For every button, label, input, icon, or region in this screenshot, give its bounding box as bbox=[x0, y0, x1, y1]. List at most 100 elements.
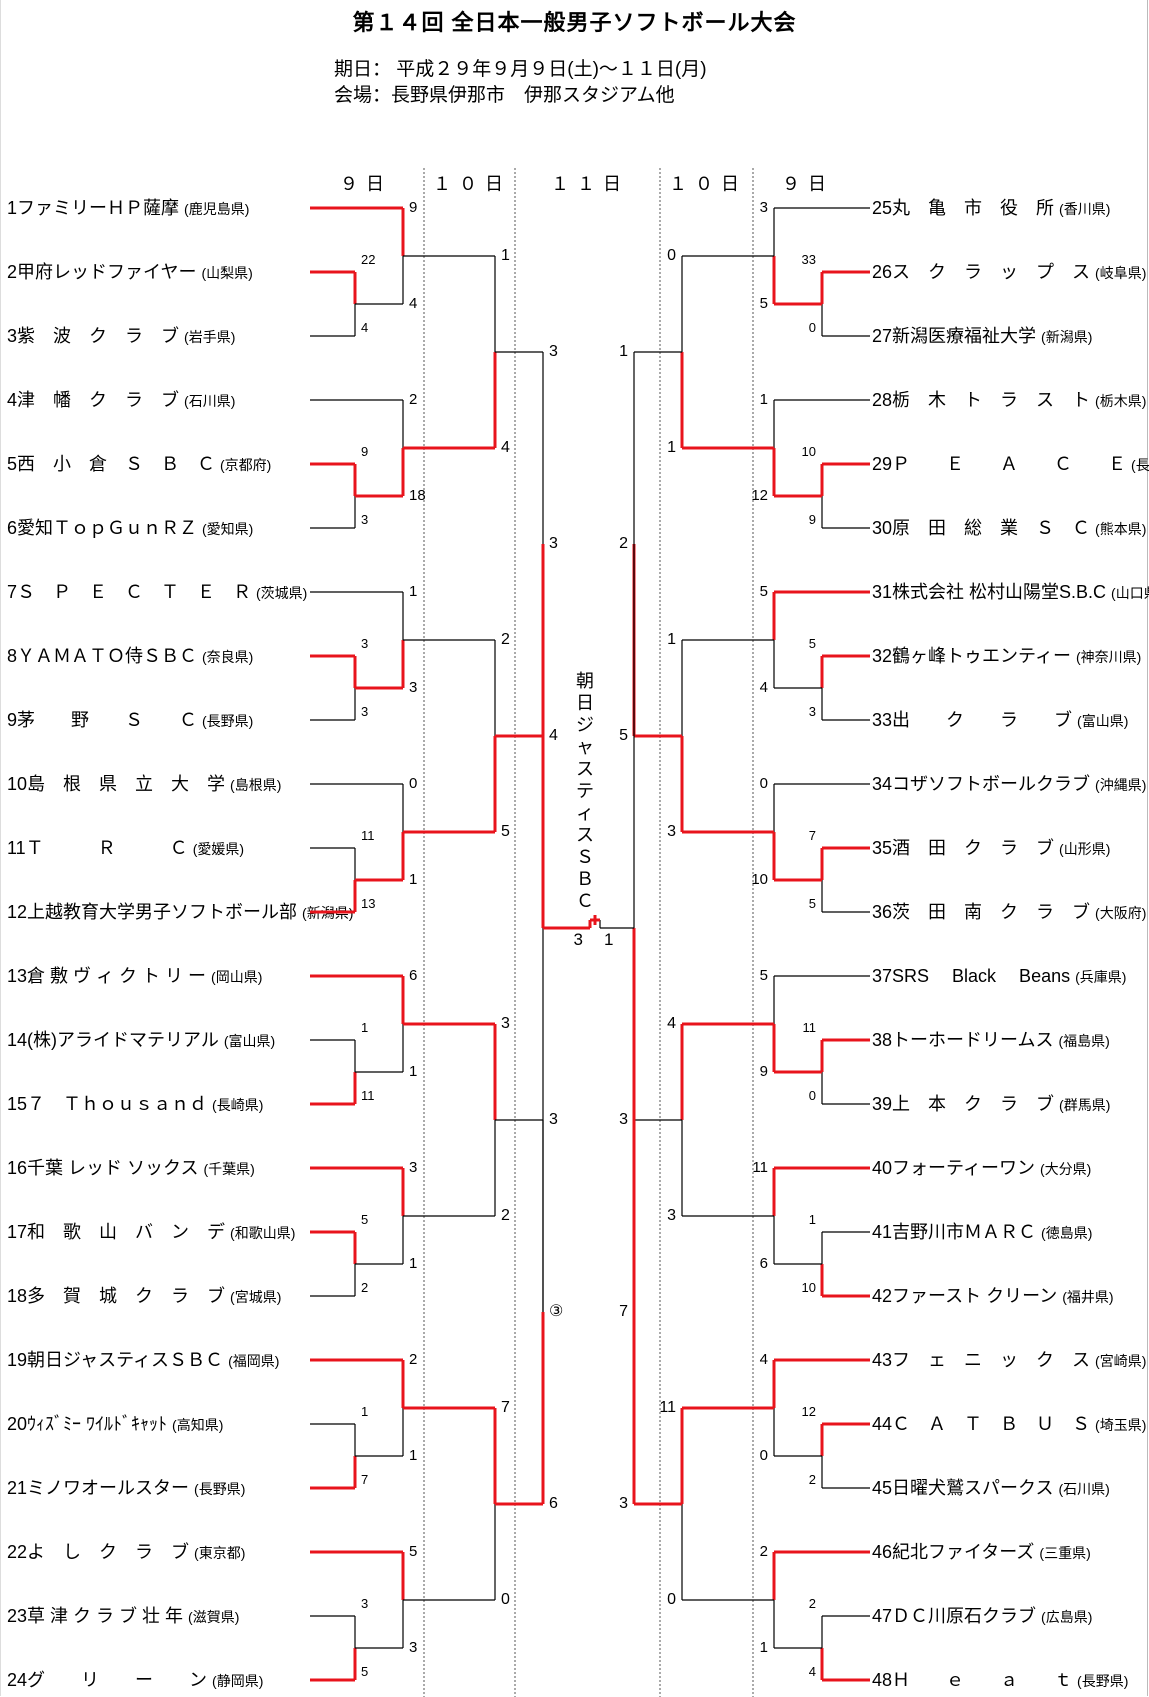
team-entry: 29 Ｐ Ｅ Ａ Ｃ Ｅ (長野県) bbox=[872, 451, 1149, 477]
team-entry: 19 朝日ジャスティスＳＢＣ (福岡県) bbox=[7, 1347, 279, 1373]
team-prefecture: (宮崎県) bbox=[1095, 1353, 1147, 1369]
score-r2: 3 bbox=[760, 199, 768, 216]
score-r2: 1 bbox=[409, 1063, 417, 1080]
team-name: 千葉 レッド ソックス bbox=[27, 1158, 204, 1178]
score-r2: 18 bbox=[409, 487, 426, 504]
team-name: 多 賀 城 ク ラ ブ bbox=[27, 1286, 231, 1306]
team-number: 46 bbox=[872, 1542, 893, 1562]
team-number: 19 bbox=[7, 1350, 28, 1370]
score-r1: 5 bbox=[809, 636, 816, 651]
team-entry: 44 Ｃ Ａ Ｔ Ｂ Ｕ Ｓ (埼玉県) bbox=[872, 1411, 1146, 1437]
score-r1: 10 bbox=[802, 444, 816, 459]
score-r2: 5 bbox=[760, 295, 768, 312]
score-r2: 5 bbox=[409, 1543, 417, 1560]
score-r2: 3 bbox=[409, 1159, 417, 1176]
team-prefecture: (山形県) bbox=[1059, 841, 1111, 857]
team-number: 38 bbox=[872, 1030, 893, 1050]
team-number: 45 bbox=[872, 1478, 893, 1498]
team-entry: 14 (株)アライドマテリアル (富山県) bbox=[7, 1027, 275, 1053]
score-r2: 0 bbox=[760, 775, 768, 792]
team-name: Ｈ ｅ ａ ｔ bbox=[892, 1670, 1078, 1690]
team-prefecture: (三重県) bbox=[1039, 1545, 1091, 1561]
team-number: 40 bbox=[872, 1158, 893, 1178]
score-r4: 1 bbox=[619, 343, 628, 360]
team-entry: 12 上越教育大学男子ソフトボール部 (新潟県) bbox=[7, 899, 353, 925]
team-entry: 40 フォーティーワン (大分県) bbox=[872, 1155, 1091, 1181]
team-number: 25 bbox=[872, 198, 893, 218]
team-number: 39 bbox=[872, 1094, 893, 1114]
score-r1: 7 bbox=[361, 1472, 368, 1487]
team-name: ＹＡＭＡＴＯ侍ＳＢＣ bbox=[17, 646, 203, 666]
score-r2: 4 bbox=[760, 679, 768, 696]
score-r5: 2 bbox=[619, 535, 628, 552]
team-name: ファースト クリーン bbox=[892, 1286, 1063, 1306]
team-name: 草 津 ク ラ ブ 壮 年 bbox=[27, 1606, 189, 1626]
team-prefecture: (新潟県) bbox=[1041, 329, 1093, 345]
team-prefecture: (茨城県) bbox=[256, 585, 308, 601]
team-name: 島 根 県 立 大 学 bbox=[27, 774, 231, 794]
team-number: 18 bbox=[7, 1286, 28, 1306]
team-prefecture: (徳島県) bbox=[1041, 1225, 1093, 1241]
final-score-right: 1 bbox=[604, 930, 613, 949]
team-name: フ ェ ニ ッ ク ス bbox=[892, 1350, 1096, 1370]
day-header-right-r2: １０日 bbox=[669, 174, 747, 194]
team-entry: 34 コザソフトボールクラブ (沖縄県) bbox=[872, 771, 1146, 797]
team-number: 34 bbox=[872, 774, 893, 794]
score-r1: 9 bbox=[809, 512, 816, 527]
team-prefecture: (岐阜県) bbox=[1095, 265, 1147, 281]
score-r2: 2 bbox=[409, 1351, 417, 1368]
score-r2: 9 bbox=[760, 1063, 768, 1080]
team-number: 31 bbox=[872, 582, 893, 602]
score-r2: 6 bbox=[760, 1255, 768, 1272]
team-name: 茅 野 Ｓ Ｃ bbox=[17, 710, 203, 730]
score-r2: 4 bbox=[760, 1351, 768, 1368]
team-entry: 39 上 本 ク ラ ブ (群馬県) bbox=[872, 1091, 1110, 1117]
team-prefecture: (愛知県) bbox=[202, 521, 254, 537]
team-prefecture: (千葉県) bbox=[203, 1161, 255, 1177]
team-number: 16 bbox=[7, 1158, 28, 1178]
team-entry: 4 津 幡 ク ラ ブ (石川県) bbox=[7, 387, 235, 413]
team-entry: 17 和 歌 山 バ ン デ (和歌山県) bbox=[7, 1219, 295, 1245]
score-r2: 10 bbox=[751, 871, 768, 888]
page-title: 第１４回 全日本一般男子ソフトボール大会 bbox=[352, 10, 797, 35]
score-r1: 11 bbox=[361, 1088, 375, 1103]
team-name: 栃 木 ト ラ ス ト bbox=[892, 390, 1096, 410]
score-r4: 5 bbox=[619, 727, 628, 744]
score-r3: 0 bbox=[501, 1591, 510, 1608]
team-prefecture: (大阪府) bbox=[1095, 905, 1147, 921]
team-entry: 2 甲府レッドファイヤー (山梨県) bbox=[7, 259, 253, 285]
score-r1: 5 bbox=[809, 896, 816, 911]
score-r1: 9 bbox=[361, 444, 368, 459]
team-number: 7 bbox=[7, 582, 18, 602]
team-entry: 6 愛知ＴｏｐＧｕｎＲＺ (愛知県) bbox=[7, 515, 253, 541]
team-prefecture: (京都府) bbox=[220, 457, 272, 473]
team-name: ファミリーＨＰ薩摩 bbox=[17, 198, 185, 218]
team-entry: 3 紫 波 ク ラ ブ (岩手県) bbox=[7, 323, 235, 349]
score-r2: 2 bbox=[760, 1543, 768, 1560]
score-r2: 9 bbox=[409, 199, 417, 216]
team-entry: 10 島 根 県 立 大 学 (島根県) bbox=[7, 771, 281, 797]
team-name: 新潟医療福祉大学 bbox=[892, 326, 1042, 346]
team-entry: 45 日曜犬鷲スパークス (石川県) bbox=[872, 1475, 1110, 1501]
score-r3: 4 bbox=[501, 439, 510, 456]
team-prefecture: (広島県) bbox=[1041, 1609, 1093, 1625]
team-number: 30 bbox=[872, 518, 893, 538]
score-r4: 3 bbox=[619, 1111, 628, 1128]
team-entry: 26 ス ク ラ ッ プ ス (岐阜県) bbox=[872, 259, 1146, 285]
day-header-left-r2: １０日 bbox=[433, 174, 511, 194]
score-r4: 3 bbox=[619, 1495, 628, 1512]
team-number: 41 bbox=[872, 1222, 893, 1242]
team-name: 日曜犬鷲スパークス bbox=[892, 1478, 1059, 1498]
score-r1: 1 bbox=[809, 1212, 816, 1227]
team-name: 紀北ファイターズ bbox=[892, 1542, 1040, 1562]
team-number: 22 bbox=[7, 1542, 28, 1562]
team-number: 23 bbox=[7, 1606, 28, 1626]
team-number: 12 bbox=[7, 902, 28, 922]
score-r3: 3 bbox=[501, 1015, 510, 1032]
team-number: 47 bbox=[872, 1606, 893, 1626]
team-entry: 33 出 ク ラ ブ (富山県) bbox=[872, 707, 1128, 733]
score-r1: 12 bbox=[802, 1404, 816, 1419]
day-header-right-r1: ９日 bbox=[782, 174, 834, 194]
